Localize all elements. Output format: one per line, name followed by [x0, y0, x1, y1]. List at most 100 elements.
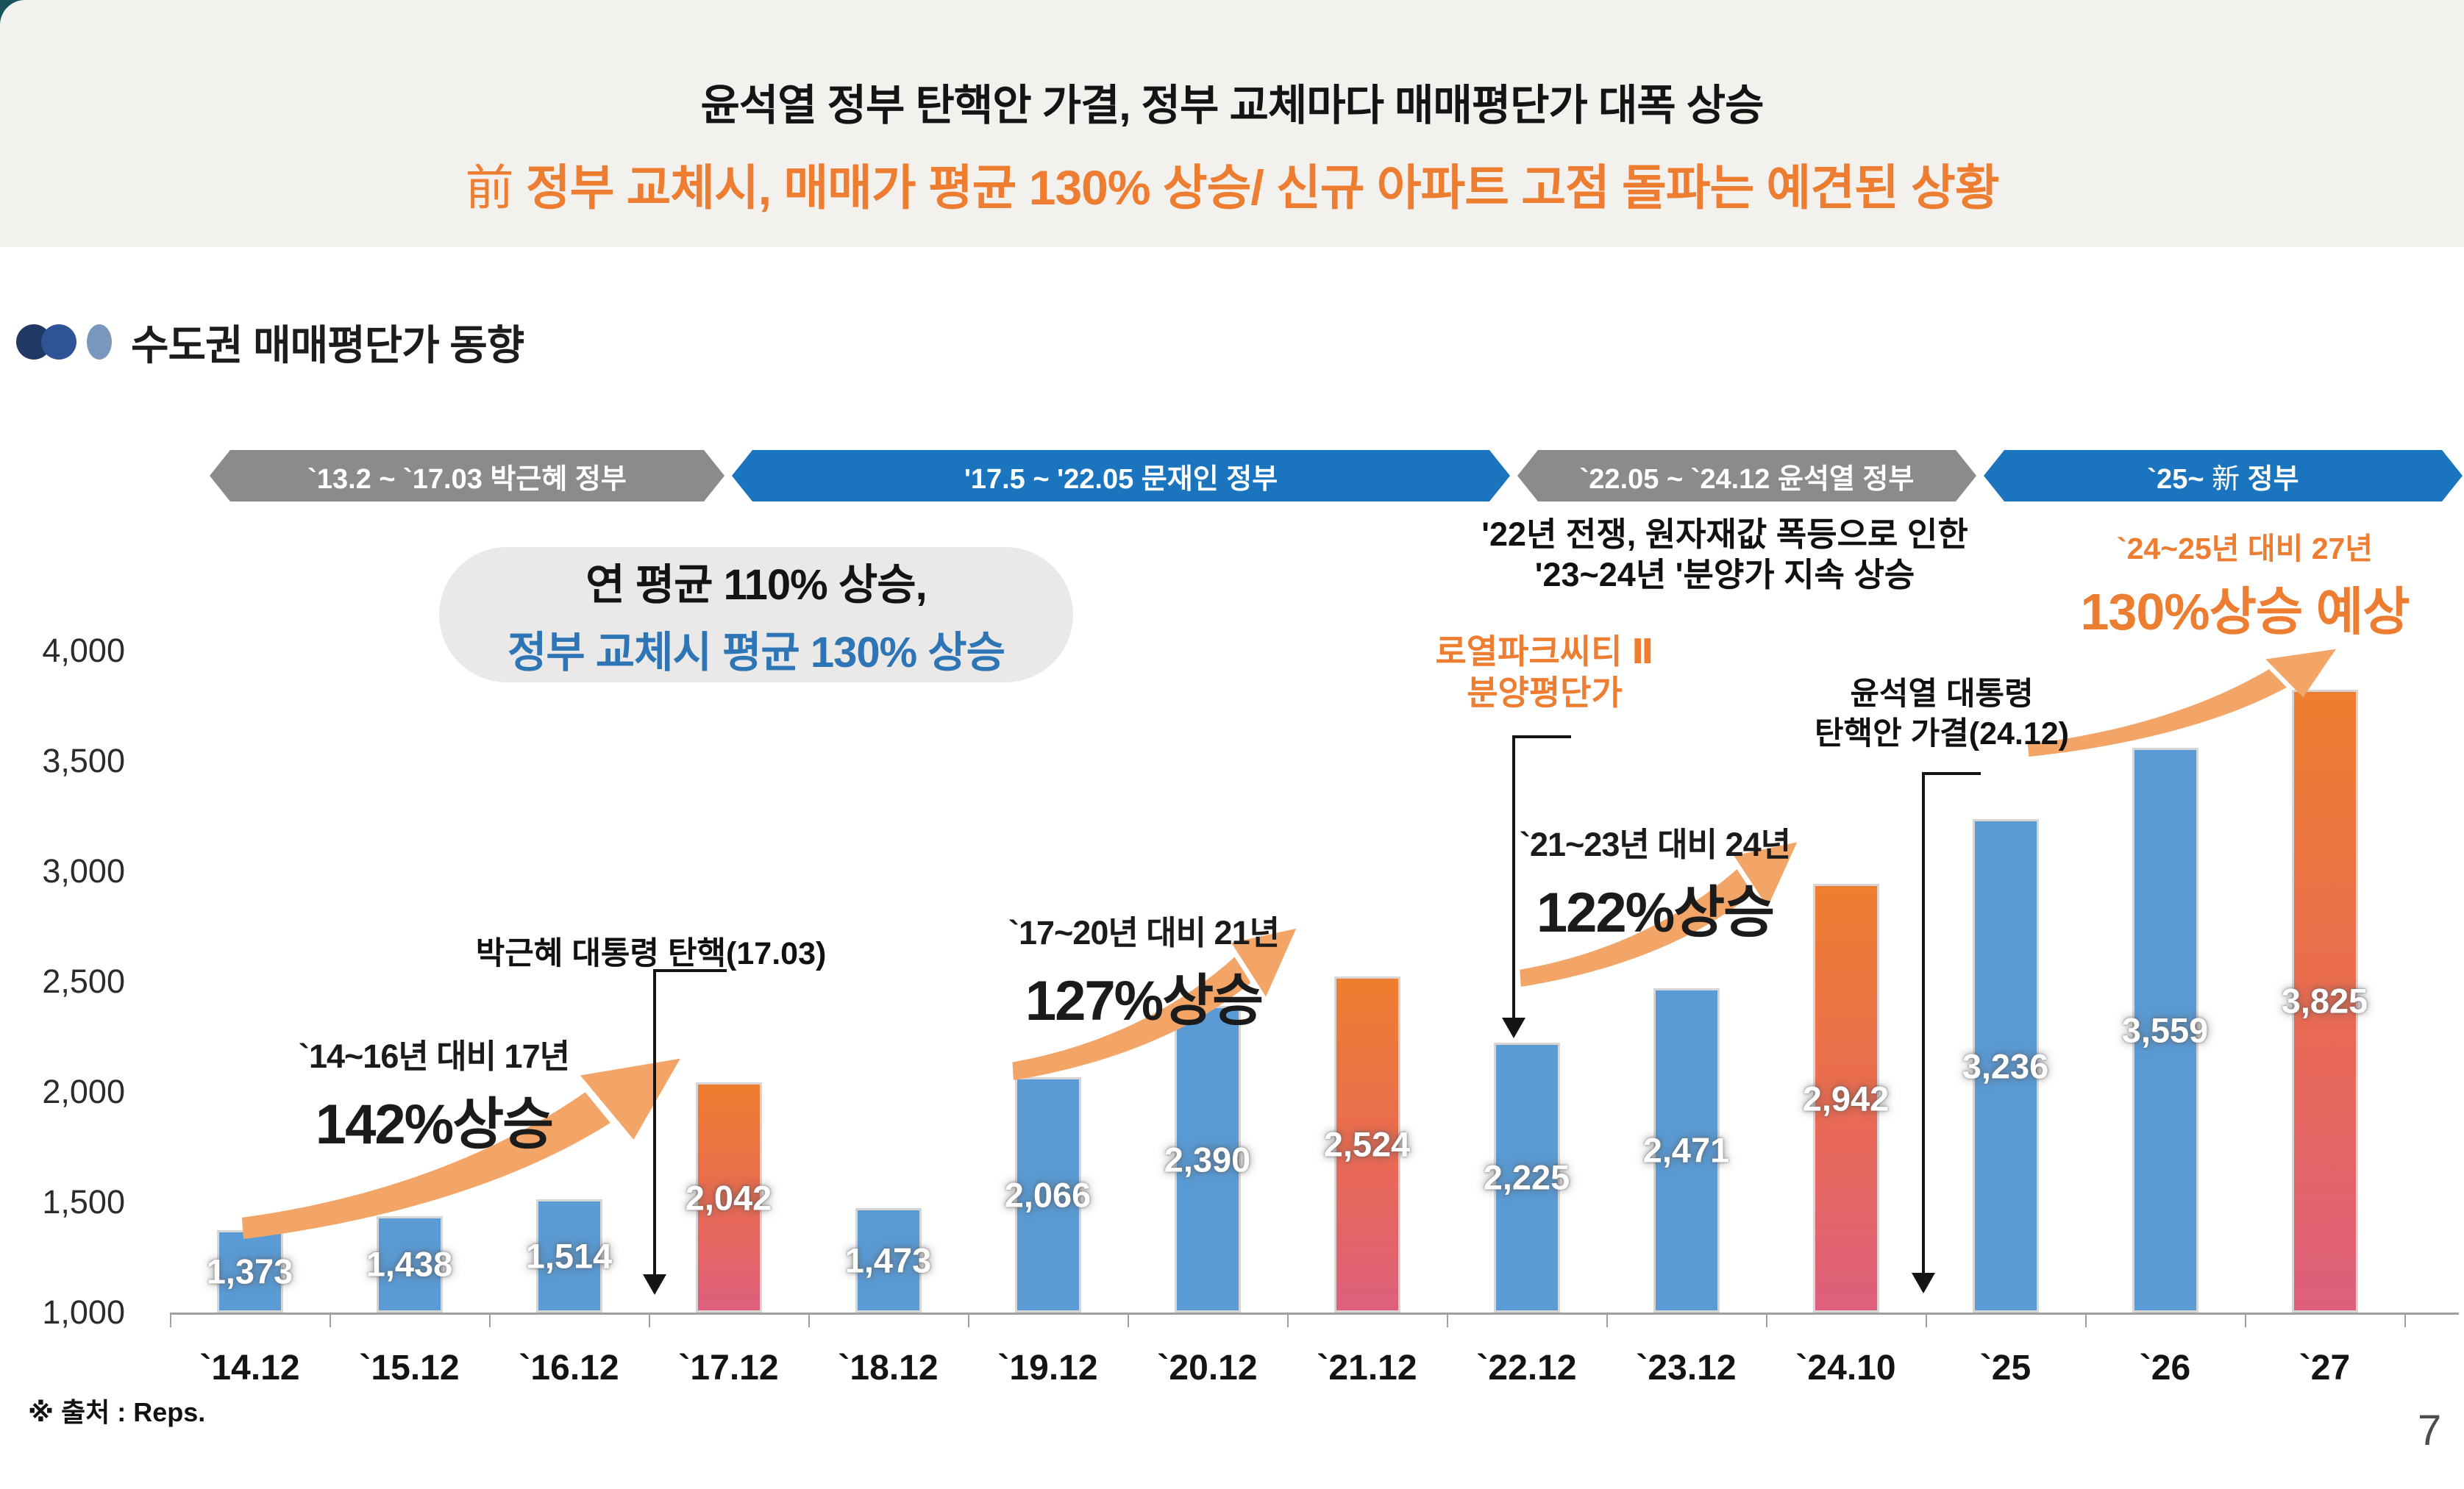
y-axis-tick-label: 3,500	[42, 742, 125, 779]
callout-bubble: 연 평균 110% 상승, 정부 교체시 평균 130% 상승	[439, 547, 1073, 682]
x-axis-category-label: `24.10	[1795, 1349, 1896, 1388]
section-title: 수도권 매매평단가 동향	[131, 321, 524, 368]
connector-line-yoon	[1922, 772, 1981, 1277]
x-axis-category-label: `18.12	[838, 1349, 939, 1388]
bar-value-label: 3,825	[2281, 981, 2368, 1021]
page-number: 7	[2418, 1407, 2442, 1454]
bar-value-label: 1,473	[844, 1240, 932, 1280]
x-axis-tick	[649, 1315, 650, 1327]
bar-value-label: 2,942	[1802, 1079, 1890, 1118]
x-axis-tick	[968, 1315, 969, 1327]
x-axis-category-label: `20.12	[1157, 1349, 1258, 1388]
annotation-war-note: '22년 전쟁, 원자재값 폭등으로 인한 '23~24년 '분양가 지속 상승	[1481, 515, 1968, 593]
callout-line2: 정부 교체시 평균 130% 상승	[507, 629, 1005, 676]
y-axis-tick-label: 1,500	[42, 1183, 125, 1221]
x-axis-tick	[1128, 1315, 1129, 1327]
timeline-label: '17.5 ~ '22.05 문재인 정부	[964, 463, 1278, 495]
x-axis-category-label: `16.12	[519, 1349, 619, 1388]
section-bullet-icon	[87, 324, 112, 360]
growth-arrow-icon	[1012, 928, 1297, 1081]
timeline-ribbon-moon: '17.5 ~ '22.05 문재인 정부	[732, 450, 1510, 501]
x-axis-category-label: `27	[2299, 1349, 2351, 1388]
headline-secondary: 前 정부 교체시, 매매가 평균 130% 상승/ 신규 아파트 고점 돌파는 …	[0, 149, 2464, 219]
bar-`26: 3,559	[2122, 748, 2208, 1313]
x-axis-line	[170, 1313, 2459, 1315]
bar-`17.12: 2,042	[686, 1082, 772, 1313]
bar-value-label: 3,236	[1962, 1046, 2049, 1086]
x-axis-tick	[170, 1315, 171, 1327]
x-axis-category-label: `17.12	[678, 1349, 779, 1388]
bar-`21.12: 2,524	[1324, 976, 1410, 1313]
growth-arrow-icon	[1520, 842, 1798, 987]
arrow-down-icon	[643, 1274, 666, 1295]
bar-value-label: 2,225	[1483, 1157, 1570, 1197]
callout-line1: 연 평균 110% 상승,	[585, 561, 927, 609]
x-axis-category-label: `14.12	[199, 1349, 300, 1388]
headline-primary: 윤석열 정부 탄핵안 가결, 정부 교체마다 매매평단가 대폭 상승	[700, 82, 1764, 129]
annotation-rise-142: `14~16년 대비 17년 142%상승	[298, 1038, 570, 1156]
hanja-prefix: 前	[465, 162, 514, 215]
annotation-rise-122: `21~23년 대비 24년 122%상승	[1519, 826, 1791, 944]
timeline-ribbon-park: `13.2 ~ `17.03 박근혜 정부	[210, 450, 724, 501]
bar-`16.12: 1,514	[526, 1199, 612, 1313]
bar-value-label: 1,373	[206, 1251, 293, 1291]
growth-arrow-icon	[2027, 649, 2336, 757]
headline-secondary-text: 정부 교체시, 매매가 평균 130% 상승/ 신규 아파트 고점 돌파는 예견…	[513, 160, 2000, 215]
arrow-down-icon	[1502, 1018, 1525, 1038]
x-axis-category-label: `15.12	[359, 1349, 460, 1388]
y-axis-tick-label: 4,000	[42, 632, 125, 669]
timeline-label: `22.05 ~ `24.12 윤석열 정부	[1579, 463, 1915, 495]
bar-`14.12: 1,373	[207, 1230, 293, 1313]
annotation-rise-127: `17~20년 대비 21년 127%상승	[1008, 914, 1280, 1032]
x-axis-category-label: `25	[1979, 1349, 2032, 1388]
x-axis-tick	[1447, 1315, 1448, 1327]
bar-`27: 3,825	[2282, 689, 2368, 1313]
arrow-down-icon	[1912, 1273, 1935, 1293]
x-axis-tick	[2085, 1315, 2087, 1327]
y-axis-tick-label: 2,000	[42, 1073, 125, 1110]
x-axis-category-label: `26	[2139, 1349, 2191, 1388]
bar-value-label: 2,524	[1323, 1124, 1411, 1164]
bar-value-label: 2,042	[685, 1178, 772, 1218]
x-axis-tick	[1926, 1315, 1927, 1327]
y-axis-tick-label: 2,500	[42, 963, 125, 1000]
annotation-park-impeachment: 박근혜 대통령 탄핵(17.03)	[475, 936, 827, 971]
x-axis-category-label: `23.12	[1636, 1349, 1737, 1388]
bar-value-label: 1,514	[525, 1236, 613, 1276]
section-bullet-icon	[41, 324, 76, 360]
bar-`23.12: 2,471	[1643, 988, 1729, 1313]
x-axis-category-label: `19.12	[997, 1349, 1098, 1388]
connector-line-park	[653, 969, 727, 1277]
x-axis-tick	[808, 1315, 810, 1327]
timeline-ribbon-yoon: `22.05 ~ `24.12 윤석열 정부	[1517, 450, 1976, 501]
bar-value-label: 3,559	[2121, 1010, 2209, 1050]
timeline-ribbon-new: `25~ 新 정부	[1984, 450, 2463, 501]
y-axis-tick-label: 1,000	[42, 1293, 125, 1331]
y-axis-tick-label: 3,000	[42, 852, 125, 890]
bar-`25: 3,236	[1962, 819, 2048, 1313]
x-axis-category-label: `22.12	[1476, 1349, 1577, 1388]
bar-`19.12: 2,066	[1005, 1077, 1091, 1313]
x-axis-tick	[2404, 1315, 2406, 1327]
x-axis-tick	[1766, 1315, 1767, 1327]
bar-`20.12: 2,390	[1164, 1006, 1250, 1313]
bar-value-label: 2,066	[1004, 1175, 1092, 1215]
connector-line-royal	[1512, 735, 1571, 1022]
bar-value-label: 2,390	[1164, 1140, 1251, 1179]
annotation-yoon-impeachment: 윤석열 대통령 탄핵안 가결(24.12)	[1815, 676, 2069, 751]
x-axis-tick	[2245, 1315, 2246, 1327]
bar-`18.12: 1,473	[845, 1208, 931, 1313]
timeline-label: `13.2 ~ `17.03 박근혜 정부	[307, 463, 627, 495]
x-axis-category-label: `21.12	[1317, 1349, 1417, 1388]
x-axis-tick	[1606, 1315, 1608, 1327]
x-axis-tick	[489, 1315, 491, 1327]
section-header: 수도권 매매평단가 동향	[16, 313, 524, 371]
timeline-label: `25~ 新 정부	[2147, 463, 2299, 495]
source-note: ※ 출처 : Reps.	[28, 1397, 206, 1427]
bar-value-label: 1,438	[366, 1244, 453, 1284]
bar-`15.12: 1,438	[366, 1215, 452, 1313]
bar-value-label: 2,471	[1642, 1130, 1730, 1170]
x-axis-tick	[330, 1315, 331, 1327]
x-axis-tick	[1287, 1315, 1289, 1327]
